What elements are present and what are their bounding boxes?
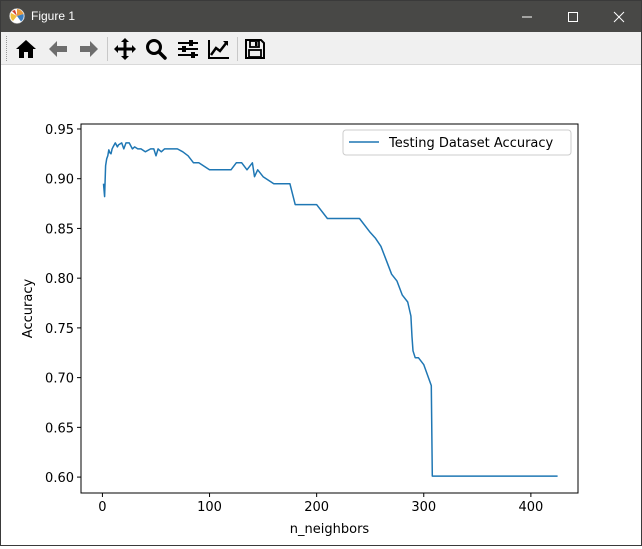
maximize-icon (568, 12, 578, 22)
legend[interactable]: Testing Dataset Accuracy (342, 129, 572, 156)
title-bar[interactable]: Figure 1 (1, 1, 641, 32)
chart-line-icon (208, 40, 229, 59)
axes-frame (80, 123, 579, 494)
y-tick-label: 0.90 (45, 173, 74, 188)
close-button[interactable] (596, 1, 642, 32)
magnifier-icon (146, 39, 167, 60)
configure-subplots-button[interactable] (176, 37, 200, 61)
edit-axis-button[interactable] (207, 37, 231, 61)
move-icon (114, 38, 136, 60)
y-tick-label: 0.80 (45, 272, 74, 287)
legend-label: Testing Dataset Accuracy (388, 136, 554, 151)
x-tick-label: 200 (304, 500, 329, 515)
series-line-0 (102, 142, 558, 477)
floppy-disk-icon (245, 39, 265, 59)
navigation-toolbar (1, 32, 641, 65)
matplotlib-logo-icon (9, 8, 25, 24)
x-tick-label: 0 (98, 500, 106, 515)
y-tick-label: 0.65 (45, 421, 74, 436)
legend-box (342, 129, 572, 156)
y-tick-label: 0.95 (45, 123, 74, 138)
y-tick-label: 0.85 (45, 222, 74, 237)
figure-canvas[interactable]: 0 100 200 300 400 0.60 0.65 0.70 0.75 0.80 0.85 0.… (1, 66, 641, 545)
x-tick-label: 300 (411, 500, 436, 515)
y-tick-label: 0.70 (45, 372, 74, 387)
maximize-button[interactable] (550, 1, 596, 32)
x-tick-label: 400 (518, 500, 543, 515)
y-tick-label: 0.60 (45, 471, 74, 486)
home-icon (16, 40, 36, 58)
window-title: Figure 1 (31, 9, 76, 23)
arrow-right-icon (80, 41, 98, 57)
toolbar-separator (107, 37, 108, 61)
y-axis-label: Accuracy (21, 279, 36, 339)
home-button[interactable] (14, 37, 38, 61)
pan-button[interactable] (113, 37, 137, 61)
close-icon (613, 11, 625, 23)
zoom-button[interactable] (144, 37, 168, 61)
x-axis-label: n_neighbors (290, 522, 370, 537)
back-button[interactable] (46, 37, 70, 61)
minimize-icon (522, 16, 532, 18)
forward-button[interactable] (77, 37, 101, 61)
toolbar-separator (237, 37, 238, 61)
line-chart[interactable]: 0 100 200 300 400 0.60 0.65 0.70 0.75 0.80 0.85 0.… (1, 66, 641, 545)
minimize-button[interactable] (504, 1, 550, 32)
arrow-left-icon (49, 41, 67, 57)
sliders-icon (178, 40, 198, 58)
y-tick-label: 0.75 (45, 322, 74, 337)
toolbar-grip[interactable] (6, 36, 8, 61)
save-button[interactable] (243, 37, 267, 61)
x-tick-label: 100 (197, 500, 222, 515)
